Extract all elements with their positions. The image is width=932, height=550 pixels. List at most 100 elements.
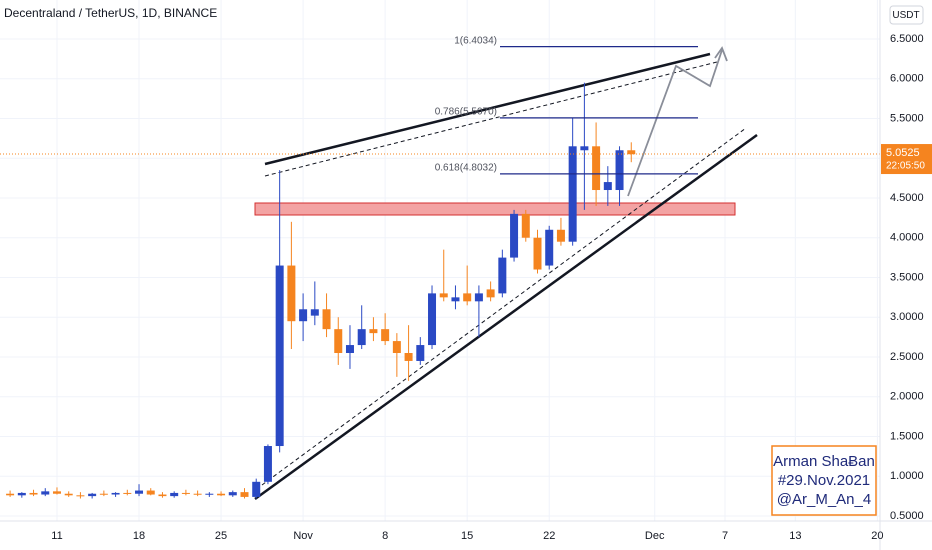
x-tick-label: 7	[722, 530, 728, 542]
candle-body	[205, 493, 214, 495]
candle-body	[627, 150, 636, 155]
y-tick-label: 6.0000	[890, 73, 924, 85]
x-tick-label: 15	[461, 530, 473, 542]
x-tick-label: 11	[51, 530, 62, 542]
y-tick-label: 3.0000	[890, 311, 924, 323]
candle-body	[193, 493, 202, 495]
candle-body	[228, 492, 237, 496]
plot	[0, 45, 880, 499]
candle-body	[474, 293, 483, 302]
annotation-line: @Ar_M_An_4	[777, 491, 871, 508]
y-tick-label: 3.5000	[890, 271, 924, 283]
y-tick-label: 6.5000	[890, 33, 924, 45]
candle-body	[428, 293, 437, 346]
annotation-line: #29.Nov.2021	[778, 472, 870, 489]
x-tick-label: Nov	[293, 530, 313, 542]
last-price-box	[881, 144, 932, 175]
x-tick-label: 20	[871, 530, 883, 542]
candle-body	[252, 481, 261, 497]
y-tick-label: 2.0000	[890, 391, 924, 403]
y-tick-label: 2.5000	[890, 351, 924, 363]
candle-body	[181, 492, 190, 494]
candle-body	[592, 146, 601, 191]
candle-body	[533, 237, 542, 270]
currency-box	[889, 5, 924, 25]
candle-body	[322, 309, 331, 330]
candle-body	[510, 213, 519, 258]
candle-body	[463, 293, 472, 302]
candle-body	[135, 490, 144, 494]
candle-body	[217, 493, 226, 496]
candle-body	[287, 265, 296, 322]
x-tick-label: 8	[382, 530, 388, 542]
candle-body	[568, 146, 577, 242]
countdown-label: 22:05:50	[886, 161, 925, 172]
chart-title: Decentraland / TetherUS, 1D, BINANCE	[4, 6, 217, 20]
candle-body	[41, 491, 50, 495]
y-tick-label: 1.5000	[890, 430, 924, 442]
candle-body	[299, 309, 308, 322]
candle-body	[556, 229, 565, 242]
fib-label: 0.618(4.8032)	[435, 163, 497, 174]
x-tick-label: 22	[543, 530, 555, 542]
candle-body	[392, 341, 401, 354]
lower-dashed-line	[261, 127, 747, 486]
currency: USDT	[892, 10, 919, 21]
candle-body	[170, 492, 179, 497]
grid	[0, 0, 880, 521]
support-zone	[254, 202, 736, 216]
fib-label: 0.786(5.5070)	[435, 107, 497, 118]
upper-dashed-line	[264, 61, 718, 177]
projection-arrowhead	[714, 46, 728, 62]
y-tick-label: 0.5000	[890, 510, 924, 522]
x-tick-label: Dec	[645, 530, 665, 542]
candle-body	[451, 297, 460, 302]
y-tick-label: 1.0000	[890, 470, 924, 482]
candle-body	[404, 353, 413, 361]
last-price-label: 5.0525	[886, 147, 920, 159]
fib-label: 1(6.4034)	[454, 35, 497, 46]
candle-body	[357, 329, 366, 346]
candle-body	[334, 329, 343, 354]
x-tick-label: 13	[789, 530, 801, 542]
candle-body	[88, 493, 97, 497]
y-tick-label: 4.0000	[890, 232, 924, 244]
y-tick-label: 4.5000	[890, 192, 924, 204]
candle-body	[146, 490, 155, 495]
projection-path	[627, 49, 723, 197]
candle-body	[521, 213, 530, 238]
lower-trendline	[254, 133, 758, 501]
candle-body	[111, 492, 120, 495]
y-tick-label: 5.5000	[890, 112, 924, 124]
candle-body	[486, 289, 495, 298]
candle-body	[381, 329, 390, 342]
candle-body	[240, 492, 249, 497]
candle-body	[310, 309, 319, 316]
candle-body	[369, 329, 378, 334]
candle-body	[263, 446, 272, 482]
candle-body	[275, 265, 284, 447]
candle-body	[29, 492, 38, 495]
candle-body	[76, 495, 85, 497]
x-tick-label: 25	[215, 530, 227, 542]
candle-body	[345, 345, 354, 354]
candle-body	[17, 492, 26, 496]
candle-body	[439, 293, 448, 298]
candle-body	[99, 493, 108, 495]
candle-body	[6, 493, 15, 496]
candle-body	[545, 229, 554, 266]
candle-body	[580, 146, 589, 151]
candle-body	[64, 493, 73, 496]
annotation-line: Arman ShaɃan	[773, 453, 875, 470]
candle-body	[615, 150, 624, 191]
candle-body	[416, 345, 425, 361]
candle-body	[123, 492, 132, 494]
candle-body	[603, 182, 612, 191]
candle-body	[52, 491, 61, 494]
upper-trendline	[264, 52, 711, 166]
candle-body	[158, 494, 167, 497]
annotation-box	[771, 445, 877, 516]
candle-body	[498, 257, 507, 294]
